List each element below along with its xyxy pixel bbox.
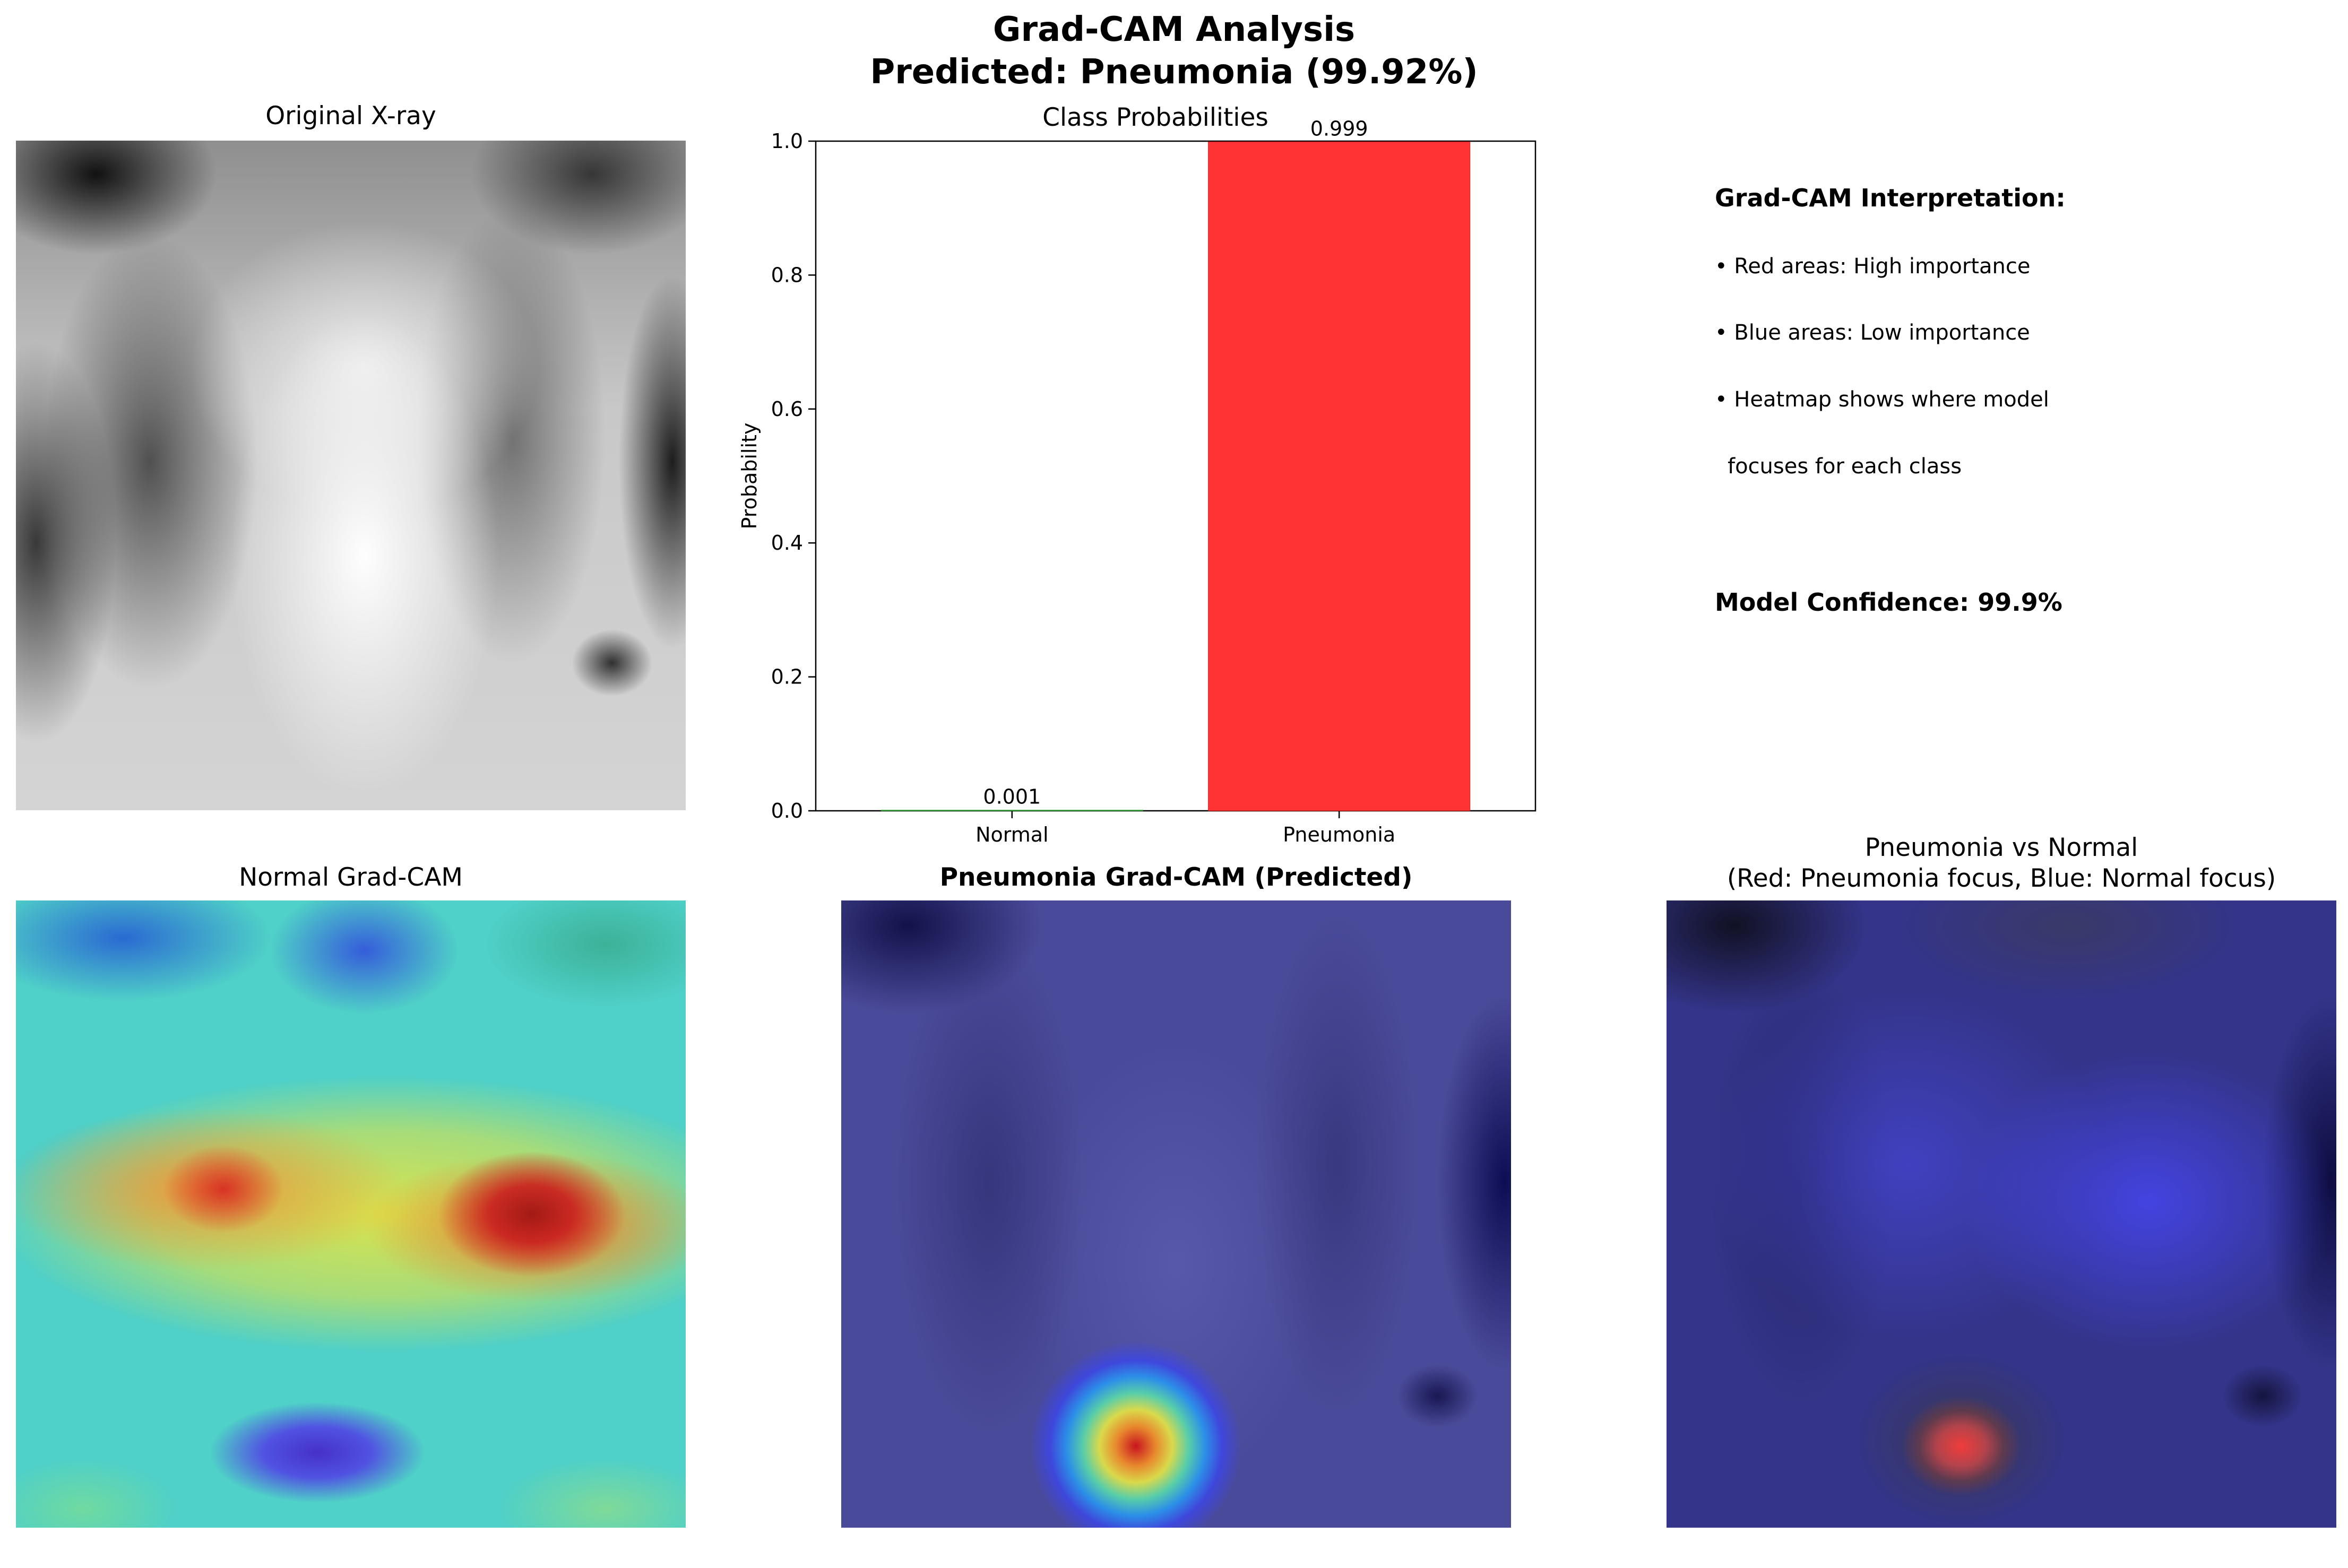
class-probabilities-chart: Class Probabilities 0.0 0.2 0.4 0.6 0.8 1.0 N… bbox=[738, 103, 1536, 846]
bars: 0.001 0.999 bbox=[881, 117, 1471, 811]
y-tick-label-0: 0.0 bbox=[771, 799, 803, 822]
y-tick-label-1: 0.2 bbox=[771, 665, 803, 689]
y-tick-label-3: 0.6 bbox=[771, 397, 803, 421]
y-axis: 0.0 0.2 0.4 0.6 0.8 1.0 bbox=[771, 129, 816, 822]
model-confidence: Model Confidence: 99.9% bbox=[1715, 588, 2062, 617]
difference-map-title: Pneumonia vs Normal (Red: Pneumonia focu… bbox=[1667, 833, 2336, 894]
difference-map-title-line2: (Red: Pneumonia focus, Blue: Normal focu… bbox=[1727, 864, 2276, 893]
bar-normal bbox=[881, 810, 1143, 811]
pneumonia-gradcam-title: Pneumonia Grad-CAM (Predicted) bbox=[939, 863, 1413, 892]
normal-gradcam-heatmap bbox=[16, 900, 686, 1528]
difference-map-title-line1: Pneumonia vs Normal bbox=[1864, 833, 2138, 862]
interpretation-line-heatmap: • Heatmap shows where model bbox=[1715, 387, 2049, 412]
y-tick-label-4: 0.8 bbox=[771, 263, 803, 287]
bar-value-label-pneumonia: 0.999 bbox=[1310, 117, 1368, 140]
pneumonia-gradcam-heatmap bbox=[841, 900, 1511, 1528]
original-xray-image bbox=[16, 141, 686, 810]
figure-title-line1: Grad-CAM Analysis bbox=[992, 10, 1356, 49]
x-tick-label-pneumonia: Pneumonia bbox=[1283, 823, 1395, 846]
interpretation-line-red: • Red areas: High importance bbox=[1715, 254, 2031, 279]
chart-title: Class Probabilities bbox=[1042, 103, 1268, 132]
interpretation-line-blue: • Blue areas: Low importance bbox=[1715, 320, 2030, 345]
figure-title: Grad-CAM Analysis Predicted: Pneumonia (… bbox=[0, 8, 2348, 93]
interpretation-line-focus: focuses for each class bbox=[1728, 454, 1962, 479]
x-axis: Normal Pneumonia bbox=[976, 811, 1395, 846]
bar-pneumonia bbox=[1208, 141, 1471, 811]
original-xray-title: Original X-ray bbox=[265, 101, 436, 131]
normal-gradcam-title: Normal Grad-CAM bbox=[239, 863, 463, 892]
difference-heatmap bbox=[1667, 900, 2336, 1528]
y-tick-label-2: 0.4 bbox=[771, 531, 803, 555]
interpretation-heading: Grad-CAM Interpretation: bbox=[1715, 184, 2066, 212]
y-axis-label: Probability bbox=[738, 423, 761, 530]
figure-title-line2: Predicted: Pneumonia (99.92%) bbox=[870, 53, 1478, 92]
y-tick-label-5: 1.0 bbox=[771, 129, 803, 153]
bar-value-label-normal: 0.001 bbox=[983, 785, 1041, 809]
x-tick-label-normal: Normal bbox=[976, 823, 1049, 846]
